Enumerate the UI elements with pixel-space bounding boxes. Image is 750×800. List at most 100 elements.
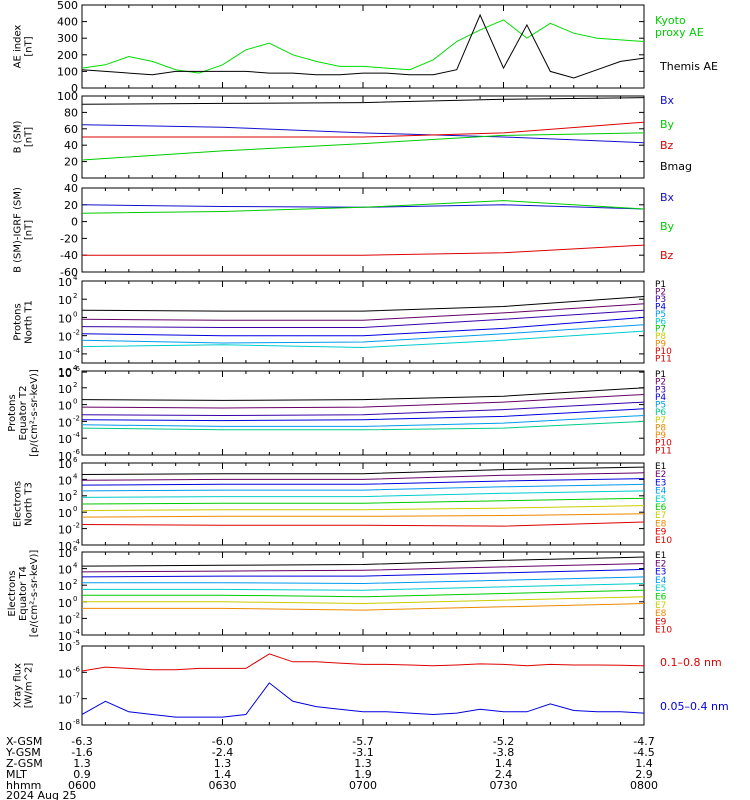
readout-value: 0800 bbox=[630, 779, 658, 792]
readout-value: 1.4 bbox=[635, 757, 653, 770]
legend-e6: E6 bbox=[655, 593, 667, 603]
legend-bz: Bz bbox=[660, 249, 674, 262]
series-line-bz bbox=[82, 244, 644, 256]
y-tick-label: 60 bbox=[64, 123, 78, 136]
y-tick-label: -60 bbox=[60, 266, 78, 279]
readout-row-label: Y-GSM bbox=[5, 746, 41, 759]
y-tick-label: 10 bbox=[58, 312, 72, 325]
legend-xray-short: 0.05–0.4 nm bbox=[660, 700, 729, 713]
y-tick-label: 10 bbox=[58, 416, 72, 429]
y-tick-label: 10 bbox=[58, 458, 72, 471]
panel-frame bbox=[81, 280, 645, 364]
series-line-e9 bbox=[82, 521, 644, 527]
y-axis-title: Xray flux [W/m^2] bbox=[13, 663, 35, 709]
y-tick-exponent: 6 bbox=[73, 456, 78, 464]
y-axis-title-line: [e/(cm²-s-sr-keV)] bbox=[29, 550, 40, 638]
legend-e8: E8 bbox=[655, 609, 667, 619]
legend-e3: E3 bbox=[655, 478, 666, 488]
y-tick-label: 20 bbox=[64, 199, 78, 212]
readout-row-label: X-GSM bbox=[6, 735, 42, 748]
y-tick-exponent: -4 bbox=[73, 628, 81, 636]
readout-value: 0.9 bbox=[73, 768, 91, 781]
legend-by: By bbox=[660, 220, 675, 233]
y-tick-exponent: 0 bbox=[73, 310, 77, 318]
readout-value: 0730 bbox=[490, 779, 518, 792]
series-line-e6 bbox=[82, 497, 644, 505]
y-axis-title: AE index [nT] bbox=[13, 25, 35, 69]
y-tick-label: 10 bbox=[58, 383, 72, 396]
legend-p11: P11 bbox=[655, 355, 672, 365]
readout-value: 2.9 bbox=[635, 768, 653, 781]
y-tick-label: 100 bbox=[57, 90, 78, 103]
readout-value: -5.2 bbox=[493, 735, 514, 748]
y-tick-label: 0 bbox=[71, 216, 78, 229]
y-tick-exponent: -2 bbox=[73, 611, 80, 619]
readout-value: -4.5 bbox=[633, 746, 654, 759]
legend-p1: P1 bbox=[655, 370, 666, 380]
y-tick-label: 10 bbox=[58, 694, 72, 707]
readout-value: -1.6 bbox=[71, 746, 92, 759]
y-tick-exponent: 0 bbox=[73, 505, 77, 513]
legend-bz: Bz bbox=[660, 139, 674, 152]
y-tick-label: 10 bbox=[58, 366, 72, 379]
legend-p8: P8 bbox=[655, 423, 666, 433]
series-line-p6 bbox=[82, 420, 644, 431]
y-axis-title-line: AE index bbox=[13, 25, 24, 69]
y-axis-title-line: Protons bbox=[13, 303, 24, 340]
legend-e5: E5 bbox=[655, 584, 666, 594]
series-line-p2 bbox=[82, 303, 644, 321]
y-tick-exponent: 4 bbox=[73, 364, 78, 372]
y-tick-exponent: -2 bbox=[73, 522, 80, 530]
readout-value: 0630 bbox=[209, 779, 237, 792]
legend-e1: E1 bbox=[655, 551, 666, 561]
series-line-p5 bbox=[82, 324, 644, 344]
readout-row-label: hhmm bbox=[6, 779, 41, 792]
y-axis-title: B (SM) [nT] bbox=[13, 120, 35, 153]
y-tick-label: 0 bbox=[71, 82, 78, 95]
legend-p10: P10 bbox=[655, 347, 672, 357]
y-tick-exponent: 2 bbox=[73, 489, 77, 497]
legend-kyoto: Kyoto bbox=[655, 14, 686, 27]
y-tick-exponent: -6 bbox=[73, 365, 81, 373]
series-line-p4 bbox=[82, 408, 644, 422]
y-tick-label: 10 bbox=[58, 507, 72, 520]
series-line-e7 bbox=[82, 596, 644, 605]
y-tick-label: -20 bbox=[60, 232, 78, 245]
legend-e9: E9 bbox=[655, 617, 667, 627]
legend-e1: E1 bbox=[655, 462, 666, 472]
readout-value: 1.9 bbox=[354, 768, 372, 781]
y-tick-exponent: 2 bbox=[73, 292, 77, 300]
y-tick-label: 10 bbox=[58, 276, 72, 289]
y-axis-title-line: Electrons bbox=[7, 570, 18, 616]
panel-3: -60 -40 -20 0 20 40 B (SM)-IGRF (SM) [nT] Bx By Bz bbox=[13, 182, 675, 279]
y-tick-label: 10 bbox=[58, 613, 72, 626]
readout-value: -2.4 bbox=[212, 746, 233, 759]
y-tick-label: 10 bbox=[58, 294, 72, 307]
y-axis-title-line: [nT] bbox=[24, 220, 35, 240]
series-line-e8 bbox=[82, 513, 644, 518]
legend-bmag: Bmag bbox=[660, 160, 692, 173]
y-axis-title: Protons Equator T2 [p/(cm²-s-sr-keV)] bbox=[7, 369, 40, 457]
y-tick-label: 300 bbox=[57, 32, 78, 45]
y-tick-exponent: -2 bbox=[73, 329, 80, 337]
readout-value: -6.3 bbox=[71, 735, 92, 748]
series-line-bz bbox=[82, 121, 644, 138]
readout-value: -5.7 bbox=[352, 735, 373, 748]
series-line-e3 bbox=[82, 478, 644, 486]
readout-value: 0700 bbox=[349, 779, 377, 792]
y-tick-exponent: 0 bbox=[73, 398, 77, 406]
legend-e2: E2 bbox=[655, 470, 666, 480]
legend-p7: P7 bbox=[655, 416, 666, 426]
series-line-0-05-0-4-nm bbox=[82, 682, 644, 718]
y-tick-label: 400 bbox=[57, 16, 78, 29]
y-tick-label: 10 bbox=[58, 667, 72, 680]
y-tick-exponent: -6 bbox=[73, 448, 81, 456]
y-axis-title-line: [W/m^2] bbox=[24, 663, 35, 709]
series-line-e6 bbox=[82, 589, 644, 598]
readout-row-label: Z-GSM bbox=[6, 757, 43, 770]
y-tick-label: 10 bbox=[58, 564, 72, 577]
y-tick-label: 40 bbox=[64, 139, 78, 152]
y-tick-label: 10 bbox=[58, 349, 72, 362]
x-axis-readout: X-GSM -6.3 -6.0 -5.7 -5.2 -4.7 Y-GSM -1.6 -2.4 -3… bbox=[5, 735, 658, 800]
